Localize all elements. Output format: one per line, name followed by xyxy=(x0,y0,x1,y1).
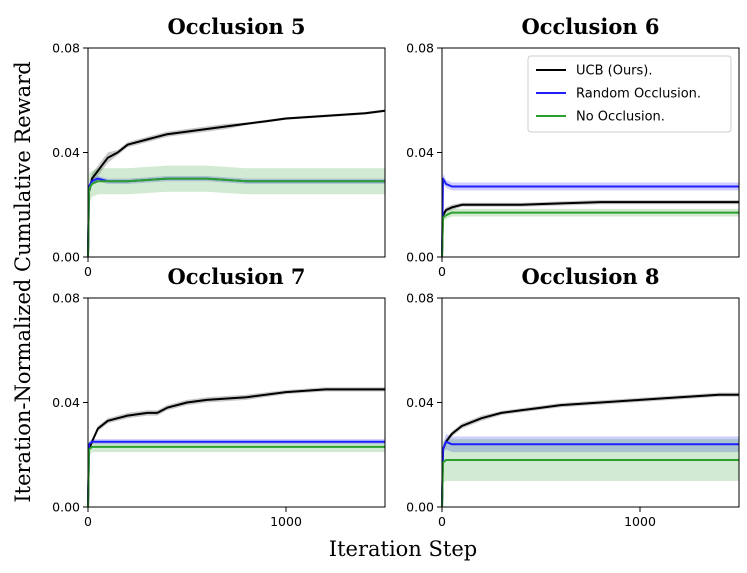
legend-label: UCB (Ours). xyxy=(576,64,653,79)
series-band xyxy=(442,208,739,257)
series-line xyxy=(87,445,385,508)
y-tick-label: 0.04 xyxy=(52,145,80,160)
series-line xyxy=(441,211,739,258)
panel-3: Occlusion 7 0.00 0.04 0.08 0 1000 xyxy=(52,264,386,529)
y-tick-label: 0.08 xyxy=(406,41,434,56)
y-tick-label: 0.08 xyxy=(406,291,434,306)
y-tick-label: 0.08 xyxy=(52,41,80,56)
y-tick-label: 0.00 xyxy=(52,500,80,515)
series-line xyxy=(87,109,386,258)
series-line xyxy=(441,393,739,508)
series-band xyxy=(442,173,739,257)
panel-title: Occlusion 5 xyxy=(167,14,305,39)
legend-label: Random Occlusion. xyxy=(576,87,701,102)
x-tick-label: 1000 xyxy=(624,514,656,529)
panel-2: Occlusion 6 0.00 0.04 0.08 0 xyxy=(406,14,740,279)
panels: Occlusion 5 0.00 0.04 0.08 0 Occlusion 6 0.00 0… xyxy=(52,14,740,529)
x-tick-label: 1000 xyxy=(270,514,302,529)
x-tick-label: 0 xyxy=(84,514,92,529)
legend-label: No Occlusion. xyxy=(576,110,665,125)
y-tick-label: 0.00 xyxy=(406,500,434,515)
y-tick-label: 0.04 xyxy=(406,395,434,410)
series-band xyxy=(88,441,385,507)
legend-box xyxy=(527,55,732,133)
series-line xyxy=(441,459,739,508)
y-tick-label: 0.04 xyxy=(406,145,434,160)
y-tick-label: 0.08 xyxy=(52,291,80,306)
y-axis-label: Iteration-Normalized Cumulative Reward xyxy=(11,61,35,502)
series-band xyxy=(442,200,739,257)
y-tick-label: 0.00 xyxy=(406,250,434,265)
series-band xyxy=(442,433,739,507)
panel-4: Occlusion 8 0.00 0.04 0.08 0 1000 xyxy=(406,264,740,529)
series-line xyxy=(441,177,739,258)
series-line xyxy=(87,388,385,508)
x-tick-label: 0 xyxy=(438,264,446,279)
x-tick-label: 0 xyxy=(84,264,92,279)
series-band xyxy=(88,165,385,257)
panel-title: Occlusion 8 xyxy=(521,264,659,289)
series-line xyxy=(441,440,739,508)
x-axis-label: Iteration Step xyxy=(329,537,477,561)
y-tick-label: 0.00 xyxy=(52,250,80,265)
y-tick-label: 0.04 xyxy=(52,395,80,410)
axes-frame xyxy=(87,47,386,258)
series-line xyxy=(87,177,385,258)
axes-frame xyxy=(87,297,386,508)
x-tick-label: 0 xyxy=(438,514,446,529)
panel-title: Occlusion 7 xyxy=(167,264,305,289)
panel-title: Occlusion 6 xyxy=(521,14,659,39)
series-band xyxy=(442,439,739,507)
series-line xyxy=(87,440,385,508)
legend: UCB (Ours). Random Occlusion. No Occlusion… xyxy=(527,55,732,133)
panel-1: Occlusion 5 0.00 0.04 0.08 0 xyxy=(52,14,386,279)
series-line xyxy=(441,201,739,258)
